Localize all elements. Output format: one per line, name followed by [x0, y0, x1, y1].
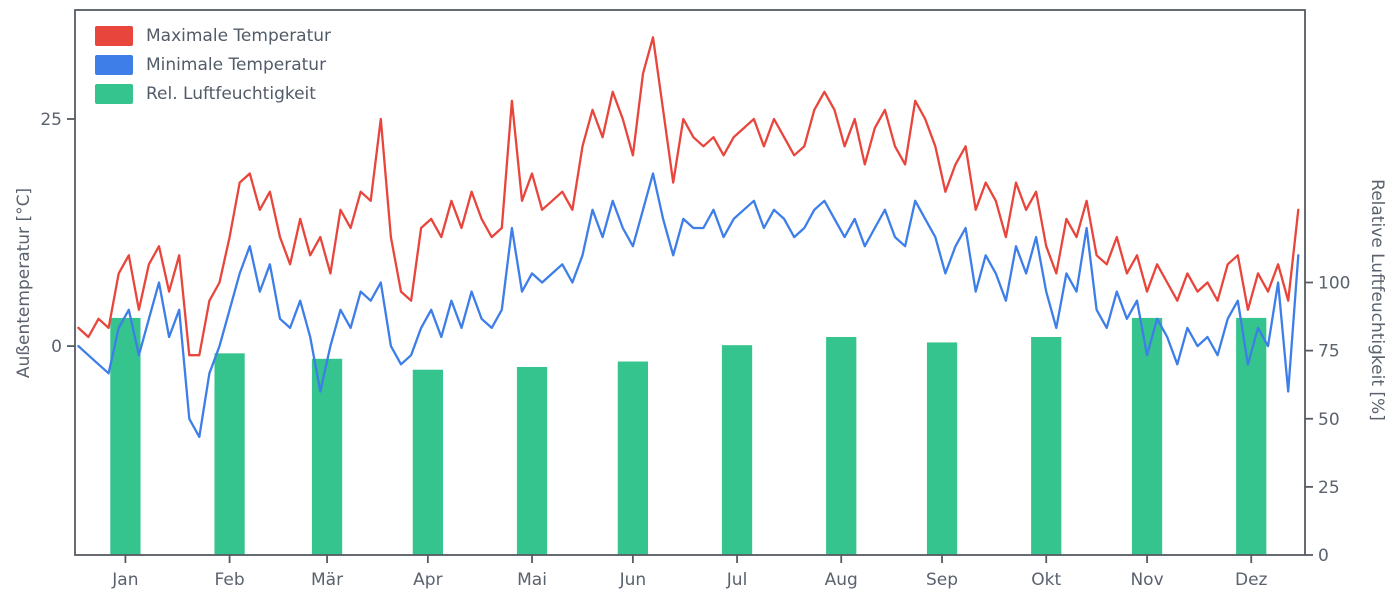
- humidity-swatch: [95, 84, 133, 104]
- right-tick-label: 0: [1318, 546, 1329, 566]
- max-temp-swatch: [95, 26, 133, 46]
- x-tick-label-Mär: Mär: [311, 570, 343, 590]
- humidity-bar-Jan: [110, 317, 141, 555]
- legend: Maximale Temperatur Minimale Temperatur …: [95, 26, 331, 104]
- legend-item-humidity: Rel. Luftfeuchtigkeit: [95, 84, 331, 104]
- x-tick-label-Apr: Apr: [413, 570, 442, 590]
- min-temp-swatch: [95, 55, 133, 75]
- left-tick-label: 25: [40, 110, 62, 130]
- legend-item-max-temp: Maximale Temperatur: [95, 26, 331, 46]
- x-tick-label-Jan: Jan: [111, 570, 138, 590]
- x-tick-label-Mai: Mai: [517, 570, 547, 590]
- humidity-bar-Mär: [311, 358, 343, 555]
- min-temp-line: [77, 172, 1300, 439]
- right-axis-label: Relative Luftfeuchtigkeit [%]: [1367, 179, 1387, 421]
- humidity-bar-Okt: [1031, 337, 1062, 555]
- right-tick-label: 100: [1318, 274, 1350, 294]
- humidity-bar-Sep: [926, 342, 958, 555]
- humidity-bar-Mai: [516, 366, 548, 555]
- humidity-bar-Jul: [721, 345, 753, 555]
- humidity-bar-Aug: [826, 337, 857, 555]
- x-tick-label-Okt: Okt: [1031, 570, 1061, 590]
- legend-label-max-temp: Maximale Temperatur: [146, 26, 332, 46]
- right-tick-label: 75: [1318, 342, 1340, 362]
- humidity-bar-Nov: [1131, 317, 1163, 555]
- x-tick-label-Sep: Sep: [926, 570, 958, 590]
- x-tick-label-Jul: Jul: [726, 570, 748, 590]
- humidity-bar-Feb: [214, 353, 245, 555]
- humidity-bar-Dez: [1236, 317, 1267, 555]
- x-tick-label-Feb: Feb: [215, 570, 245, 590]
- right-tick-label: 25: [1318, 478, 1340, 498]
- max-temp-line: [77, 36, 1300, 357]
- left-axis-label: Außentemperatur [°C]: [14, 187, 34, 379]
- x-tick-label-Jun: Jun: [619, 570, 647, 590]
- humidity-bar-Jun: [617, 361, 648, 555]
- x-tick-label-Aug: Aug: [825, 570, 858, 590]
- legend-label-min-temp: Minimale Temperatur: [146, 55, 327, 75]
- legend-item-min-temp: Minimale Temperatur: [95, 55, 331, 75]
- humidity-bar-Apr: [412, 369, 443, 555]
- x-tick-label-Dez: Dez: [1235, 570, 1268, 590]
- right-tick-label: 50: [1318, 410, 1340, 430]
- left-tick-label: 0: [51, 337, 62, 357]
- x-tick-label-Nov: Nov: [1130, 570, 1163, 590]
- legend-label-humidity: Rel. Luftfeuchtigkeit: [146, 84, 316, 104]
